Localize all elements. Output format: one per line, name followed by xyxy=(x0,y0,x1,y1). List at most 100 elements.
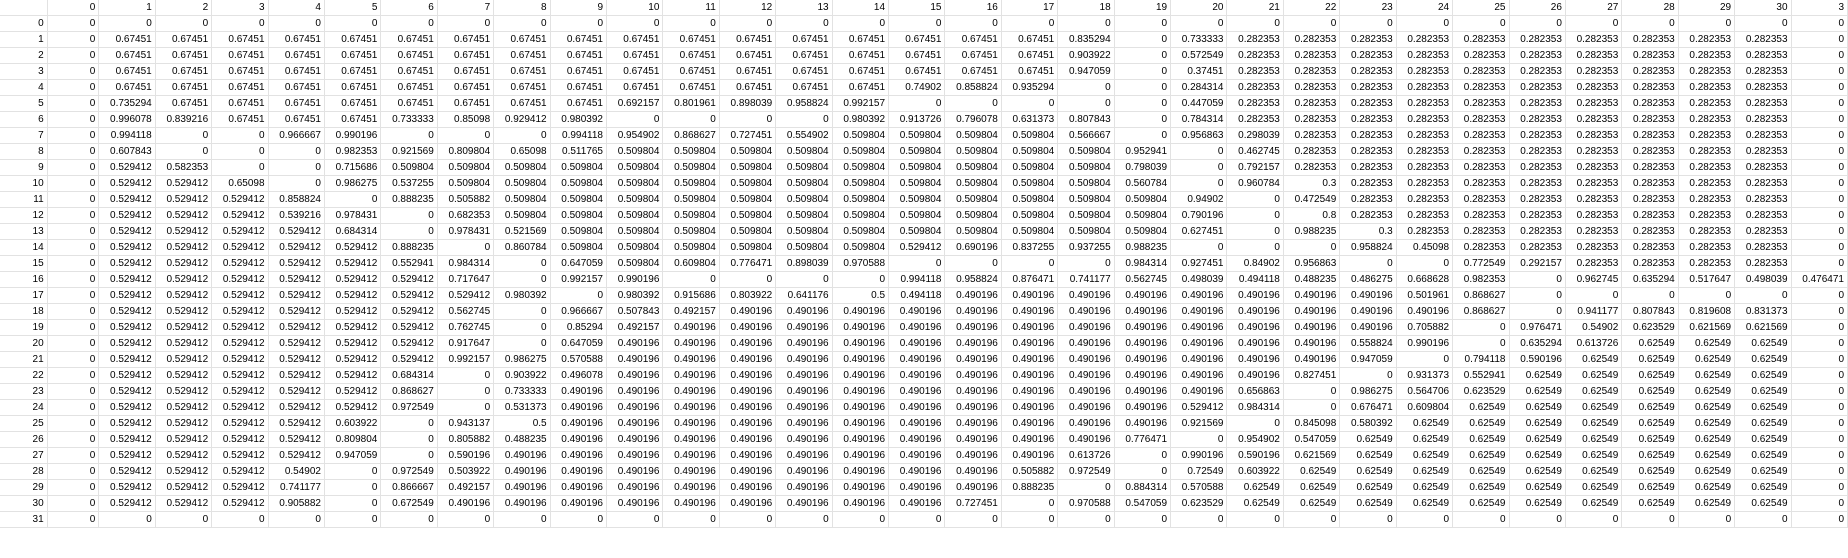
table-cell: 0.982353 xyxy=(1452,271,1510,288)
table-cell: 0.494118 xyxy=(1226,271,1284,288)
table-cell: 0 xyxy=(944,255,1002,272)
table-cell: 0.884314 xyxy=(1114,479,1172,496)
table-cell: 0.490196 xyxy=(662,399,720,416)
table-cell: 0.490196 xyxy=(1170,367,1228,384)
table-cell: 0.490196 xyxy=(662,367,720,384)
table-cell: 0.67451 xyxy=(1001,63,1059,80)
table-cell: 0.62549 xyxy=(1621,351,1679,368)
table-cell: 0.490196 xyxy=(1170,335,1228,352)
column-header: 11 xyxy=(662,0,720,16)
table-cell: 0.868627 xyxy=(1452,303,1510,320)
table-cell: 0.490196 xyxy=(1001,335,1059,352)
table-cell: 0.62549 xyxy=(1396,431,1454,448)
table-cell: 0.62549 xyxy=(1283,463,1341,480)
table-cell: 0 xyxy=(47,15,100,32)
table-cell: 0 xyxy=(1170,175,1228,192)
table-row: 11 0 0.529412 0.529412 0.529412 0.858824 0 0.88… xyxy=(0,191,1848,208)
table-cell: 0.509804 xyxy=(719,207,777,224)
table-cell: 0.958824 xyxy=(944,271,1002,288)
table-cell: 0 xyxy=(944,511,1002,528)
table-cell: 0.898039 xyxy=(775,255,833,272)
column-header: 8 xyxy=(493,0,551,16)
table-cell: 0.529412 xyxy=(268,303,325,320)
table-cell: 0.529412 xyxy=(380,271,438,288)
table-cell: 0.67451 xyxy=(606,47,664,64)
table-cell: 0.509804 xyxy=(606,239,664,256)
table-cell: 0 xyxy=(268,159,325,176)
table-cell: 0 xyxy=(1001,255,1059,272)
table-cell: 0.282353 xyxy=(1283,159,1341,176)
table-cell: 0.67451 xyxy=(662,63,720,80)
table-cell: 0.509804 xyxy=(1001,127,1059,144)
table-cell: 0.529412 xyxy=(268,431,325,448)
table-cell: 0.672549 xyxy=(380,495,438,512)
table-cell: 0.62549 xyxy=(1678,463,1736,480)
table-cell: 0.67451 xyxy=(437,47,495,64)
table-cell: 0.529412 xyxy=(268,367,325,384)
table-cell: 0 xyxy=(1114,15,1172,32)
table-cell: 0.984314 xyxy=(437,255,495,272)
table-cell: 0.529412 xyxy=(155,287,213,304)
table-cell: 0.529412 xyxy=(211,223,269,240)
table-cell: 0.529412 xyxy=(211,479,269,496)
table-cell: 0.509804 xyxy=(888,207,946,224)
table-cell: 0.801961 xyxy=(662,95,720,112)
table-cell: 0.509804 xyxy=(944,223,1002,240)
table-cell: 0.529412 xyxy=(98,495,156,512)
table-cell: 0.490196 xyxy=(775,303,833,320)
table-cell: 0 xyxy=(1791,239,1848,256)
table-cell: 0.282353 xyxy=(1678,191,1736,208)
table-cell: 0.490196 xyxy=(662,463,720,480)
table-cell: 0.509804 xyxy=(437,175,495,192)
table-cell: 0.837255 xyxy=(1001,239,1059,256)
table-cell: 0.529412 xyxy=(98,303,156,320)
table-cell: 0.819608 xyxy=(1678,303,1736,320)
table-cell: 0.490196 xyxy=(888,463,946,480)
table-cell: 0.529412 xyxy=(155,239,213,256)
table-cell: 0.282353 xyxy=(1509,95,1566,112)
table-cell: 0.509804 xyxy=(662,175,720,192)
table-cell: 0.62549 xyxy=(1509,495,1566,512)
table-cell: 0.490196 xyxy=(775,351,833,368)
table-cell: 0.490196 xyxy=(888,351,946,368)
table-cell: 0.509804 xyxy=(832,159,890,176)
table-cell: 0 xyxy=(1114,79,1172,96)
table-cell: 0.37451 xyxy=(1170,63,1228,80)
table-cell: 0.980392 xyxy=(493,287,551,304)
table-cell: 0.490196 xyxy=(719,351,777,368)
table-cell: 0.282353 xyxy=(1678,159,1736,176)
column-header: 1 xyxy=(98,0,156,16)
table-cell: 0.282353 xyxy=(1226,95,1284,112)
table-cell: 0.529412 xyxy=(211,335,269,352)
table-cell: 0.490196 xyxy=(775,383,833,400)
table-cell: 0 xyxy=(775,15,833,32)
table-cell: 0.490196 xyxy=(1057,399,1115,416)
table-cell: 0.509804 xyxy=(832,223,890,240)
table-cell: 0.62549 xyxy=(1339,479,1397,496)
table-cell: 0.529412 xyxy=(324,255,382,272)
table-cell: 0 xyxy=(155,143,213,160)
table-cell: 0.509804 xyxy=(832,191,890,208)
table-cell: 0.282353 xyxy=(1509,111,1566,128)
table-cell: 0.990196 xyxy=(324,127,382,144)
table-cell: 0 xyxy=(1791,47,1848,64)
table-cell: 0 xyxy=(775,511,833,528)
table-cell: 0.282353 xyxy=(1621,255,1679,272)
table-cell: 0 xyxy=(47,223,100,240)
table-cell: 0.807843 xyxy=(1621,303,1679,320)
table-cell: 0 xyxy=(47,511,100,528)
table-row: 10 0 0.529412 0.529412 0.65098 0 0.986275 0.537… xyxy=(0,175,1848,192)
table-cell: 0 xyxy=(380,15,438,32)
row-index: 20 xyxy=(0,335,48,352)
table-cell: 0.529412 xyxy=(268,351,325,368)
table-cell: 0.509804 xyxy=(719,191,777,208)
table-cell: 0.490196 xyxy=(944,335,1002,352)
table-cell: 0.868627 xyxy=(380,383,438,400)
table-cell: 0 xyxy=(1791,431,1848,448)
table-cell: 0.509804 xyxy=(888,159,946,176)
table-cell: 0.490196 xyxy=(550,415,608,432)
column-header: 25 xyxy=(1452,0,1510,16)
table-cell: 0 xyxy=(1791,223,1848,240)
table-cell: 0 xyxy=(211,511,269,528)
table-cell: 0.282353 xyxy=(1339,207,1397,224)
